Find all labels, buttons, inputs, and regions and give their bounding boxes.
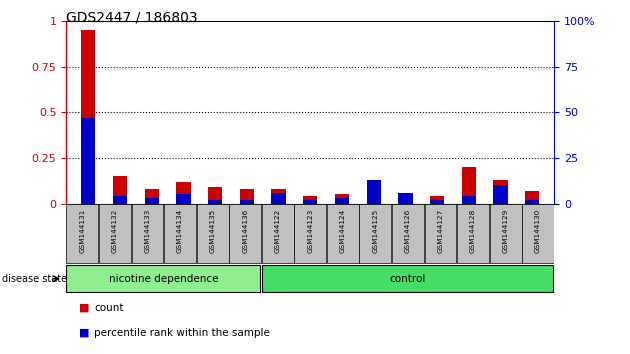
- Text: ■: ■: [79, 328, 89, 338]
- FancyBboxPatch shape: [164, 204, 196, 263]
- Text: ■: ■: [79, 303, 89, 313]
- Text: GSM144125: GSM144125: [372, 209, 379, 253]
- Text: GSM144129: GSM144129: [503, 209, 508, 253]
- FancyBboxPatch shape: [262, 204, 294, 263]
- Text: GSM144130: GSM144130: [535, 209, 541, 253]
- Bar: [208, 187, 222, 204]
- FancyBboxPatch shape: [294, 204, 326, 263]
- Bar: [145, 198, 159, 204]
- FancyBboxPatch shape: [67, 204, 98, 263]
- Bar: [398, 194, 413, 204]
- Bar: [462, 196, 476, 204]
- Bar: [525, 191, 539, 204]
- Text: GSM144134: GSM144134: [177, 209, 183, 253]
- FancyBboxPatch shape: [522, 204, 554, 263]
- Bar: [493, 185, 508, 204]
- Bar: [176, 194, 191, 204]
- Bar: [367, 182, 381, 204]
- Bar: [113, 196, 127, 204]
- Bar: [430, 196, 444, 204]
- Text: GSM144131: GSM144131: [79, 209, 86, 253]
- Bar: [367, 180, 381, 204]
- FancyBboxPatch shape: [457, 204, 489, 263]
- Text: GSM144122: GSM144122: [275, 209, 281, 253]
- Text: GSM144126: GSM144126: [405, 209, 411, 253]
- Bar: [430, 200, 444, 204]
- FancyBboxPatch shape: [360, 204, 391, 263]
- FancyBboxPatch shape: [197, 204, 229, 263]
- Text: GSM144127: GSM144127: [437, 209, 444, 253]
- Bar: [525, 200, 539, 204]
- FancyBboxPatch shape: [327, 204, 358, 263]
- FancyBboxPatch shape: [132, 204, 163, 263]
- Bar: [272, 193, 285, 204]
- Bar: [462, 167, 476, 204]
- Text: GSM144135: GSM144135: [210, 209, 215, 253]
- Text: GSM144124: GSM144124: [340, 209, 346, 253]
- Bar: [303, 200, 318, 204]
- FancyBboxPatch shape: [99, 204, 131, 263]
- Bar: [398, 193, 413, 204]
- Bar: [240, 200, 254, 204]
- FancyBboxPatch shape: [425, 204, 456, 263]
- Text: GDS2447 / 186803: GDS2447 / 186803: [66, 11, 198, 25]
- Text: percentile rank within the sample: percentile rank within the sample: [94, 328, 270, 338]
- Bar: [272, 189, 285, 204]
- Bar: [335, 194, 349, 204]
- Text: count: count: [94, 303, 124, 313]
- Text: GSM144136: GSM144136: [242, 209, 248, 253]
- Bar: [335, 198, 349, 204]
- Bar: [303, 196, 318, 204]
- Text: control: control: [390, 274, 426, 284]
- Bar: [240, 189, 254, 204]
- FancyBboxPatch shape: [262, 265, 553, 292]
- Text: GSM144132: GSM144132: [112, 209, 118, 253]
- Bar: [208, 200, 222, 204]
- FancyBboxPatch shape: [67, 265, 260, 292]
- Bar: [81, 118, 96, 204]
- FancyBboxPatch shape: [229, 204, 261, 263]
- Bar: [113, 176, 127, 204]
- Text: nicotine dependence: nicotine dependence: [109, 274, 219, 284]
- Text: GSM144128: GSM144128: [470, 209, 476, 253]
- FancyBboxPatch shape: [490, 204, 522, 263]
- FancyBboxPatch shape: [392, 204, 424, 263]
- Text: disease state: disease state: [2, 274, 67, 284]
- Bar: [81, 30, 96, 204]
- Bar: [493, 180, 508, 204]
- Bar: [145, 189, 159, 204]
- Bar: [176, 182, 191, 204]
- Text: GSM144133: GSM144133: [144, 209, 151, 253]
- Text: GSM144123: GSM144123: [307, 209, 313, 253]
